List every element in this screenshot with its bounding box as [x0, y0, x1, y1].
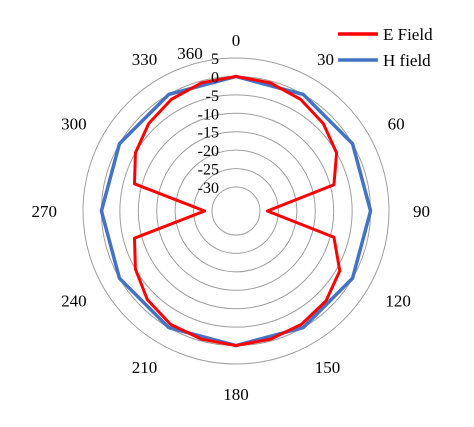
- angle-tick-label-180: 180: [223, 385, 249, 404]
- radial-tick-labels: 50 -5-10 -15-20 -25-30: [198, 51, 219, 197]
- grid: [82, 57, 390, 365]
- angle-tick-labels: 0 30 60 90 120 150 180 210 240 270 300 330 360: [32, 31, 431, 404]
- legend-label-h-field: H field: [383, 51, 431, 70]
- radial-tick-label: -30: [198, 180, 219, 197]
- grid-ring: [193, 168, 279, 254]
- plot-area: [99, 74, 373, 348]
- grid-ring: [100, 75, 372, 347]
- radial-tick-label: -20: [198, 143, 219, 160]
- grid-ring: [82, 57, 390, 365]
- angle-tick-label-210: 210: [132, 358, 158, 377]
- series-line-e-field: [132, 74, 342, 348]
- legend-label-e-field: E Field: [383, 25, 433, 44]
- angle-tick-label-270: 270: [32, 202, 58, 221]
- grid-ring: [156, 131, 316, 291]
- angle-tick-label-0: 0: [232, 31, 241, 50]
- angle-tick-label-240: 240: [61, 292, 87, 311]
- angle-tick-label-120: 120: [385, 292, 411, 311]
- angle-tick-label-300: 300: [61, 115, 87, 134]
- angle-tick-label-90: 90: [413, 202, 430, 221]
- legend: E Field H field: [338, 25, 433, 70]
- grid-ring: [119, 94, 353, 328]
- radial-tick-label: -5: [206, 88, 219, 105]
- angle-tick-label-150: 150: [315, 358, 341, 377]
- angle-tick-label-30: 30: [317, 50, 334, 69]
- angle-tick-label-60: 60: [388, 115, 405, 134]
- grid-ring: [211, 186, 261, 236]
- radial-tick-label: -10: [198, 106, 219, 123]
- angle-tick-label-360: 360: [177, 44, 203, 63]
- radial-tick-label: 0: [211, 69, 219, 86]
- radial-tick-label: 5: [211, 51, 219, 68]
- radial-tick-label: -15: [198, 125, 219, 142]
- angle-tick-label-330: 330: [132, 50, 158, 69]
- series-line-h-field: [99, 74, 373, 348]
- grid-ring: [174, 149, 298, 273]
- radial-tick-label: -25: [198, 162, 219, 179]
- grid-ring: [137, 112, 335, 310]
